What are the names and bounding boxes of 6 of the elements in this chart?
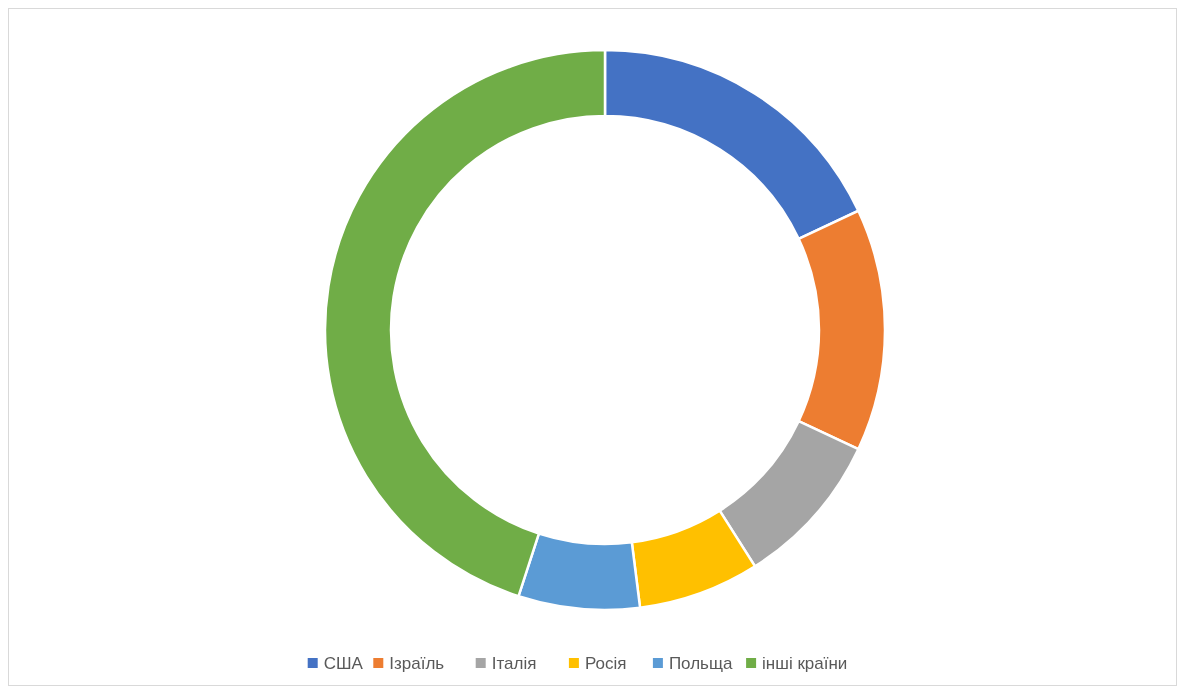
legend-label: Польща [668, 653, 733, 673]
legend-label: США [323, 653, 364, 673]
legend-label: Італія [491, 653, 537, 673]
legend-label: Ізраїль [389, 653, 445, 673]
legend-label: Росія [584, 653, 627, 673]
legend-label: інші країни [762, 653, 848, 673]
